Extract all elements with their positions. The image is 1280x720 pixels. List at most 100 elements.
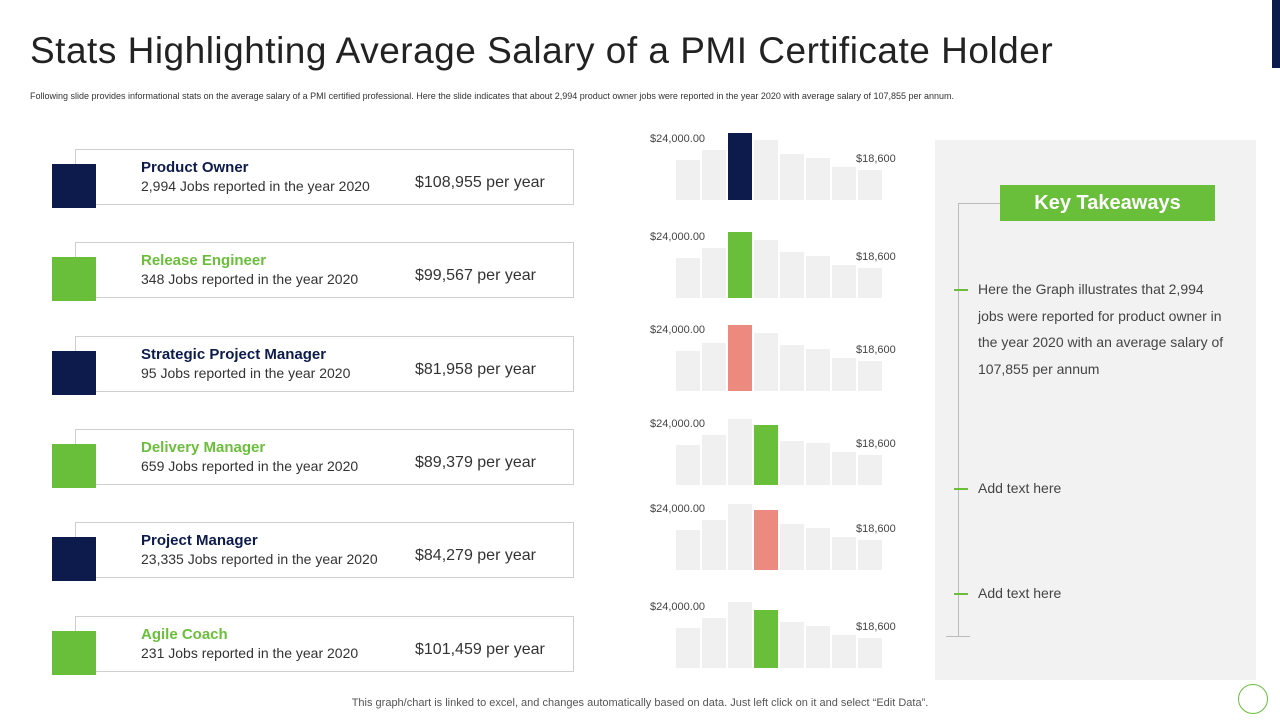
- takeaway-text: Add text here: [978, 585, 1062, 601]
- card: [75, 336, 574, 392]
- card-title: Product Owner: [141, 159, 249, 176]
- connector: [958, 203, 1000, 204]
- bullet: [954, 289, 968, 291]
- chart-low-label: $18,600: [856, 153, 896, 165]
- mini-bar: [754, 240, 778, 298]
- mini-bar: [858, 540, 882, 570]
- mini-bar: [754, 610, 778, 668]
- card-title: Agile Coach: [141, 626, 228, 643]
- card-salary: $108,955 per year: [415, 174, 545, 191]
- mini-bar: [676, 351, 700, 391]
- mini-bar: [754, 333, 778, 391]
- card: [75, 616, 574, 672]
- card-jobs: 348 Jobs reported in the year 2020: [141, 271, 359, 287]
- mini-bar: [754, 510, 778, 570]
- mini-bar: [806, 349, 830, 391]
- mini-bar: [780, 345, 804, 391]
- mini-bar: [858, 361, 882, 391]
- card-icon: [52, 444, 96, 488]
- mini-bar: [806, 528, 830, 570]
- mini-bar: [832, 265, 856, 298]
- mini-bar: [780, 154, 804, 200]
- bullet: [954, 593, 968, 595]
- card-icon: [52, 631, 96, 675]
- mini-bar: [728, 419, 752, 485]
- timeline-foot: [946, 636, 970, 637]
- mini-bar: [702, 248, 726, 298]
- takeaway-heading: Key Takeaways: [1000, 185, 1215, 221]
- mini-bar: [728, 602, 752, 668]
- card: [75, 149, 574, 205]
- mini-bar: [780, 524, 804, 570]
- card-jobs: 23,335 Jobs reported in the year 2020: [141, 551, 378, 567]
- takeaway-text: Add text here: [978, 480, 1062, 496]
- timeline: [958, 203, 959, 636]
- card-icon: [52, 257, 96, 301]
- chart-low-label: $18,600: [856, 344, 896, 356]
- mini-bar: [806, 443, 830, 485]
- chart-low-label: $18,600: [856, 621, 896, 633]
- chart-low-label: $18,600: [856, 523, 896, 535]
- takeaway-panel: [935, 140, 1256, 680]
- mini-bar: [728, 133, 752, 200]
- takeaway-text: Here the Graph illustrates that 2,994 jo…: [978, 281, 1224, 377]
- mini-bar: [676, 258, 700, 298]
- mini-bar: [858, 170, 882, 200]
- mini-bar: [780, 252, 804, 298]
- chart-high-label: $24,000.00: [650, 503, 706, 515]
- card: [75, 242, 574, 298]
- mini-bar: [832, 452, 856, 485]
- mini-bar: [780, 441, 804, 485]
- mini-bar: [702, 343, 726, 391]
- mini-bar: [832, 537, 856, 570]
- card-title: Release Engineer: [141, 252, 267, 269]
- mini-bar: [832, 358, 856, 391]
- card-icon: [52, 351, 96, 395]
- chart-high-label: $24,000.00: [650, 324, 706, 336]
- card-icon: [52, 537, 96, 581]
- logo-circle: [1238, 684, 1268, 714]
- mini-bar: [858, 455, 882, 485]
- mini-bar: [676, 160, 700, 200]
- card: [75, 429, 574, 485]
- mini-bar: [728, 232, 752, 298]
- mini-bar: [754, 140, 778, 200]
- card-salary: $84,279 per year: [415, 547, 536, 564]
- mini-bar: [806, 158, 830, 200]
- mini-bar: [806, 256, 830, 298]
- chart-low-label: $18,600: [856, 251, 896, 263]
- subtitle: Following slide provides informational s…: [30, 91, 955, 101]
- mini-bar: [702, 520, 726, 570]
- card-title: Project Manager: [141, 532, 258, 549]
- chart-high-label: $24,000.00: [650, 133, 706, 145]
- mini-bar: [728, 504, 752, 570]
- card-title: Strategic Project Manager: [141, 346, 327, 363]
- card-salary: $99,567 per year: [415, 267, 536, 284]
- mini-bar: [832, 635, 856, 668]
- corner-bar: [1272, 0, 1280, 68]
- card-title: Delivery Manager: [141, 439, 266, 456]
- mini-bar: [702, 435, 726, 485]
- mini-bar: [728, 325, 752, 391]
- mini-bar: [754, 425, 778, 485]
- card-jobs: 659 Jobs reported in the year 2020: [141, 458, 359, 474]
- chart-high-label: $24,000.00: [650, 231, 706, 243]
- card-jobs: 2,994 Jobs reported in the year 2020: [141, 178, 370, 194]
- card-jobs: 231 Jobs reported in the year 2020: [141, 645, 359, 661]
- mini-bar: [858, 638, 882, 668]
- card-icon: [52, 164, 96, 208]
- chart-low-label: $18,600: [856, 438, 896, 450]
- mini-bar: [676, 445, 700, 485]
- mini-bar: [806, 626, 830, 668]
- card-salary: $89,379 per year: [415, 454, 536, 471]
- mini-bar: [858, 268, 882, 298]
- card-jobs: 95 Jobs reported in the year 2020: [141, 365, 351, 381]
- card-salary: $101,459 per year: [415, 641, 545, 658]
- mini-bar: [676, 530, 700, 570]
- mini-bar: [780, 622, 804, 668]
- chart-high-label: $24,000.00: [650, 601, 706, 613]
- mini-bar: [832, 167, 856, 200]
- mini-bar: [676, 628, 700, 668]
- mini-bar: [702, 150, 726, 200]
- mini-bar: [702, 618, 726, 668]
